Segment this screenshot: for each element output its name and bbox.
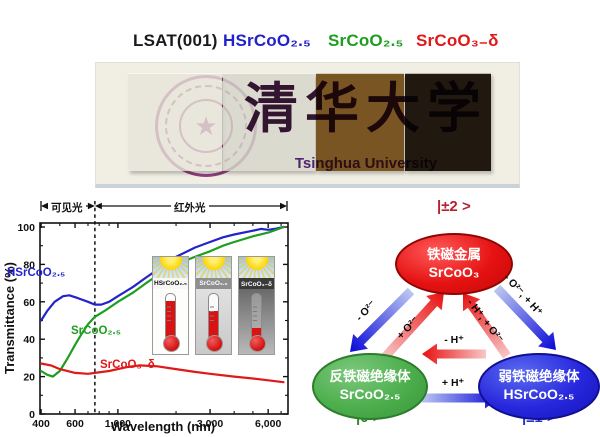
series-line bbox=[39, 225, 285, 322]
curve-label-hsrcoo25: HSrCoO₂.₅ bbox=[7, 267, 66, 279]
x-tick-label: 3,000 bbox=[197, 418, 223, 430]
thermometer-body bbox=[153, 289, 188, 354]
y-tick-label: 80 bbox=[23, 259, 35, 271]
region-visible-light: 可见光 bbox=[48, 200, 86, 215]
curve-label-srcoo25: SrCoO₂.₅ bbox=[71, 325, 121, 337]
tsinghua-calligraphy: 清华大学 bbox=[244, 76, 488, 140]
node-formula: SrCoO₃ bbox=[428, 263, 480, 280]
thermometer-ticks bbox=[210, 303, 214, 321]
y-tick-label: 100 bbox=[17, 222, 35, 234]
thermometer-fill bbox=[209, 311, 218, 340]
sun-icon bbox=[245, 257, 268, 270]
node-title: 弱铁磁绝缘体 bbox=[498, 369, 580, 385]
y-axis-label: Transmittance (%) bbox=[2, 262, 17, 374]
region-arrowhead bbox=[41, 202, 48, 210]
node-srcoo25: 反铁磁绝缘体 SrCoO₂.₅ bbox=[312, 353, 428, 420]
label-hsrcoo25: HSrCoO₂.₅ bbox=[223, 31, 311, 50]
region-infrared-light: 红外光 bbox=[171, 200, 209, 215]
sample-square-hsrcoo25 bbox=[223, 73, 315, 171]
thermometer-inset: HSrCoO₂.₅ SrCoO₂.₅ SrCoO₃₋δ bbox=[152, 256, 282, 355]
label-lsat: LSAT(001) bbox=[133, 31, 218, 50]
node-formula: HSrCoO₂.₅ bbox=[503, 386, 575, 403]
inset-panel-label: SrCoO₂.₅ bbox=[196, 278, 231, 289]
inset-panel-hsrcoo25: HSrCoO₂.₅ bbox=[152, 256, 189, 355]
region-arrowhead bbox=[280, 202, 287, 210]
inset-panel-label: SrCoO₃₋δ bbox=[239, 278, 274, 289]
arrow-top-to-left bbox=[350, 287, 415, 352]
y-tick-label: 40 bbox=[23, 334, 35, 346]
y-tick-label: 60 bbox=[23, 297, 35, 309]
node-title: 铁磁金属 bbox=[427, 246, 481, 262]
sample-square-srcoo3d bbox=[405, 73, 491, 171]
y-tick-label: 0 bbox=[29, 409, 35, 421]
sample-square-lsat bbox=[128, 73, 222, 171]
label-srcoo3d: SrCoO₃₋δ bbox=[416, 31, 499, 50]
thermometer-bulb bbox=[163, 335, 180, 352]
x-tick-label: 400 bbox=[32, 418, 50, 430]
thermometer-bulb bbox=[249, 335, 266, 352]
sample-square-srcoo25 bbox=[316, 73, 404, 171]
arrow-left-to-top bbox=[380, 292, 444, 361]
thermometer-body bbox=[196, 289, 231, 354]
node-title: 反铁磁绝缘体 bbox=[329, 369, 411, 385]
label-srcoo25: SrCoO₂.₅ bbox=[328, 31, 404, 50]
thermometer-fill bbox=[252, 327, 261, 340]
node-hsrcoo25: 弱铁磁绝缘体 HSrCoO₂.₅ bbox=[478, 353, 600, 420]
x-axis-label: Wavelength (nm) bbox=[110, 419, 216, 434]
thermometer-tube bbox=[251, 293, 262, 341]
thermometer-tube bbox=[208, 293, 219, 341]
inset-panel-srcoo3d: SrCoO₃₋δ bbox=[238, 256, 275, 355]
x-tick-label: 6,000 bbox=[255, 418, 281, 430]
sky-graphic bbox=[239, 257, 274, 278]
arrow-top-to-right bbox=[493, 284, 556, 350]
arrow-right-to-top bbox=[463, 293, 511, 359]
x-tick-label: 600 bbox=[66, 418, 84, 430]
arrow-label-plus-h: + H⁺ bbox=[441, 377, 465, 389]
curve-label-srcoo3d: SrCoO₃₋δ bbox=[100, 359, 155, 371]
plot-frame bbox=[39, 222, 289, 415]
sample-photo: ★ 清华大学 Tsinghua University bbox=[95, 62, 520, 188]
diagram-arrows bbox=[350, 284, 556, 409]
tsinghua-caption: Tsinghua University bbox=[294, 155, 438, 172]
transmittance-chart: 0 20 40 60 80 100 400 600 1,000 3,000 6,000 Transm… bbox=[0, 190, 300, 437]
region-arrowhead bbox=[94, 202, 102, 210]
thermometer-bulb bbox=[206, 335, 223, 352]
sky-graphic bbox=[196, 257, 231, 278]
arrow-left-to-right bbox=[422, 387, 500, 409]
thermometer-tube bbox=[165, 293, 176, 341]
sun-icon bbox=[202, 257, 225, 270]
thermometer-body bbox=[239, 289, 274, 354]
sun-icon bbox=[159, 257, 182, 270]
series-line bbox=[39, 225, 285, 378]
thermometer-ticks bbox=[167, 303, 171, 321]
arrow-right-to-left bbox=[422, 343, 486, 365]
node-srcoo3: 铁磁金属 SrCoO₃ bbox=[395, 233, 513, 295]
x-tick-label: 1,000 bbox=[105, 418, 131, 430]
region-arrowhead bbox=[87, 202, 95, 210]
phase-diagram: |±2 > |0 > |±1 > 铁磁金属 SrCoO₃ 反铁磁绝缘体 SrCo… bbox=[310, 195, 600, 437]
sky-graphic bbox=[153, 257, 188, 278]
state-label-pm2: |±2 > bbox=[437, 198, 471, 215]
chart-plot-area: 0 20 40 60 80 100 400 600 1,000 3,000 6,000 bbox=[17, 201, 289, 430]
arrow-label-minus-h: - H⁺ bbox=[444, 334, 464, 346]
thermometer-ticks bbox=[253, 303, 257, 321]
node-formula: SrCoO₂.₅ bbox=[339, 386, 401, 403]
series-line bbox=[39, 362, 285, 384]
inset-panel-srcoo25: SrCoO₂.₅ bbox=[195, 256, 232, 355]
y-tick-label: 20 bbox=[23, 372, 35, 384]
